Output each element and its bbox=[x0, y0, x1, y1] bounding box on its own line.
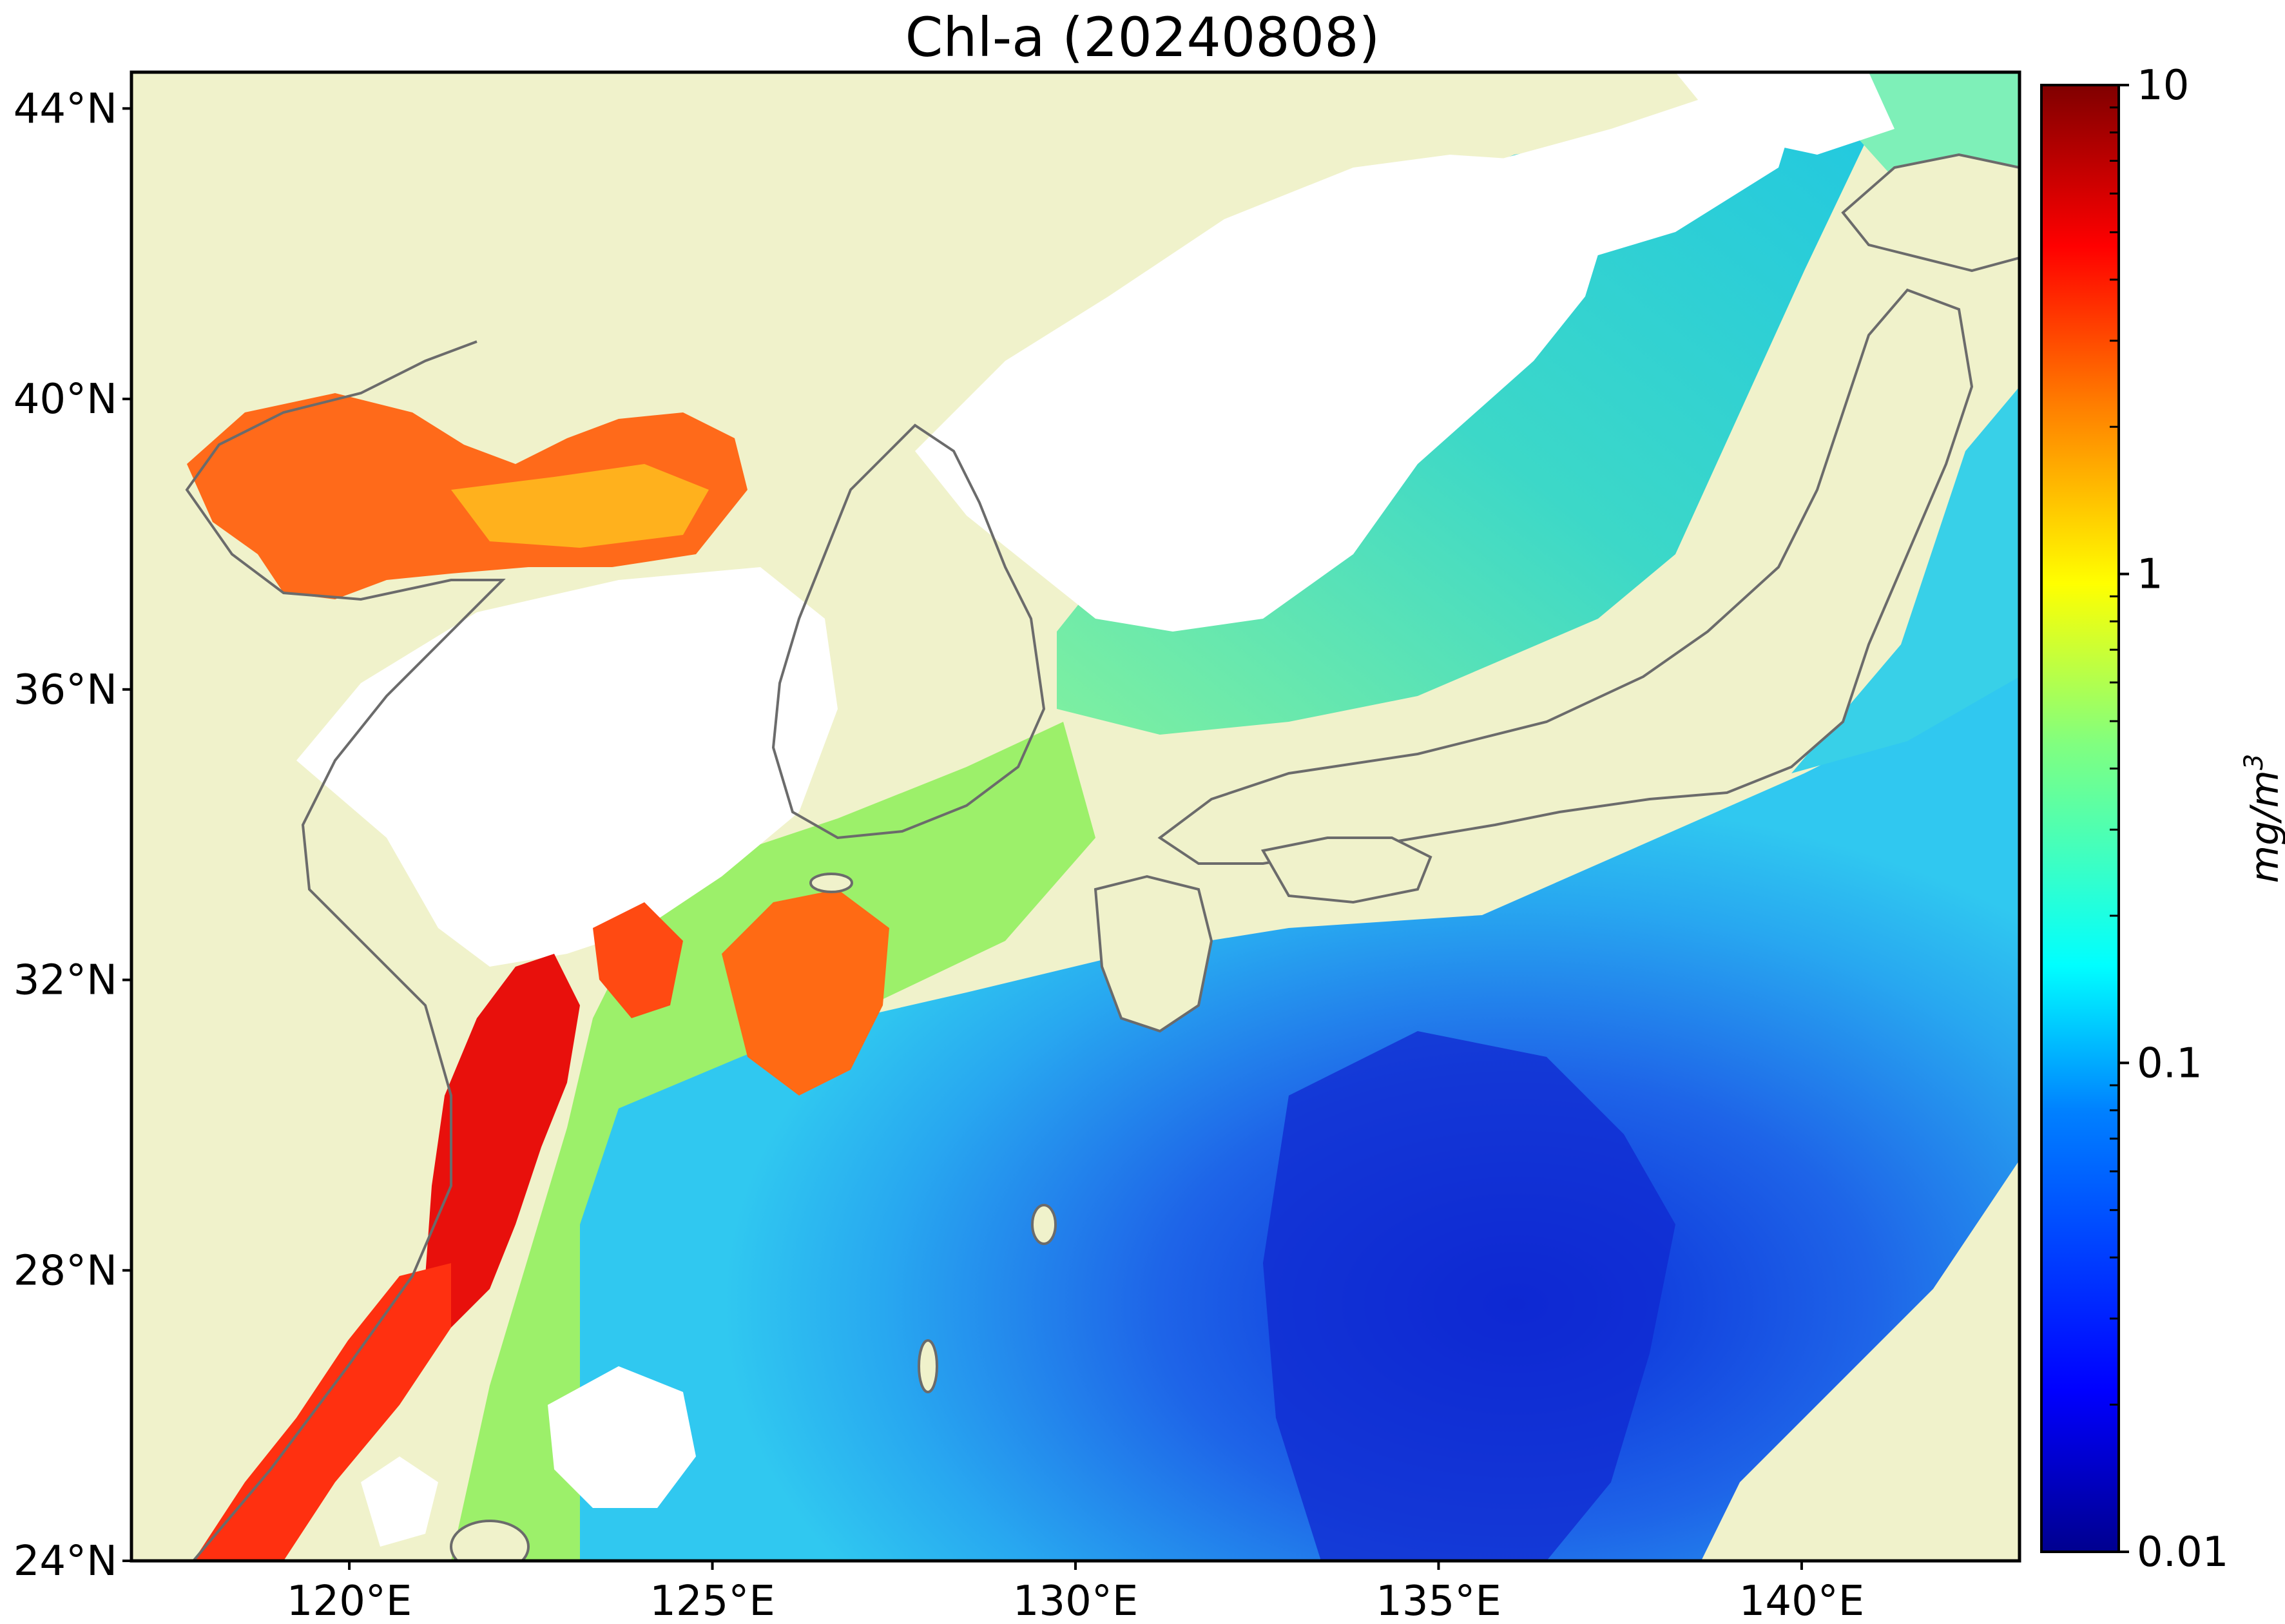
cloud-sea-of-japan-north bbox=[1366, 84, 1804, 271]
lat-tick-label: 28°N bbox=[14, 1247, 117, 1295]
island-okinawa bbox=[918, 1339, 938, 1393]
land-japan-kyushu bbox=[1094, 875, 1213, 1033]
cloud-south bbox=[548, 1366, 696, 1508]
colorbar-tick-label: 1 bbox=[2137, 551, 2163, 599]
cloud-southwest bbox=[361, 1456, 438, 1547]
ecs-offshore-bloom bbox=[722, 889, 889, 1096]
colorbar: 10 1 0.1 0.01 mg/m3 bbox=[2040, 62, 2285, 1576]
lat-tick-label: 36°N bbox=[14, 666, 117, 714]
colorbar-frame bbox=[2040, 84, 2120, 1553]
colorbar-tick-label: 0.1 bbox=[2137, 1039, 2203, 1087]
ocean-off-honshu bbox=[1791, 387, 2020, 773]
lon-tick-label: 120°E bbox=[287, 1578, 412, 1624]
colorbar-unit-label: mg/m3 bbox=[2239, 754, 2285, 884]
lat-tick-label: 24°N bbox=[14, 1538, 117, 1585]
colorbar-axis: 10 1 0.1 0.01 bbox=[2119, 62, 2229, 1576]
colorbar-gradient bbox=[2041, 85, 2119, 1552]
ocean-oligotrophic-core bbox=[1263, 1031, 1675, 1561]
cloud-yellow-sea bbox=[296, 567, 838, 967]
land-korea bbox=[771, 423, 1046, 840]
lon-tick-label: 125°E bbox=[650, 1578, 775, 1624]
latitude-axis: 44°N 40°N 36°N 32°N 28°N 24°N bbox=[14, 85, 131, 1585]
lon-tick-label: 130°E bbox=[1013, 1578, 1139, 1624]
colorbar-tick-label: 0.01 bbox=[2137, 1529, 2229, 1576]
land-hokkaido bbox=[1841, 153, 2020, 273]
colorbar-tick-label: 10 bbox=[2137, 62, 2189, 110]
island-amami bbox=[1031, 1204, 1057, 1245]
lat-tick-label: 32°N bbox=[14, 957, 117, 1005]
land-china-coast bbox=[185, 340, 506, 1561]
island-jeju bbox=[809, 873, 853, 893]
land-japan-honshu bbox=[1157, 288, 1974, 865]
lon-tick-label: 140°E bbox=[1739, 1578, 1865, 1624]
land-japan-shikoku bbox=[1260, 836, 1432, 904]
unit-superscript: 3 bbox=[2239, 754, 2269, 770]
yangtze-bloom bbox=[425, 954, 580, 1328]
lon-tick-label: 135°E bbox=[1376, 1578, 1501, 1624]
island-taiwan-tip bbox=[450, 1520, 530, 1561]
lat-tick-label: 40°N bbox=[14, 376, 117, 423]
figure-title: Chl-a (20240808) bbox=[905, 6, 1380, 69]
cloud-korea-north bbox=[915, 155, 1611, 632]
bohai-bloom-inner bbox=[451, 464, 709, 548]
lat-tick-label: 44°N bbox=[14, 85, 117, 133]
colorbar-minor-ticks bbox=[2110, 106, 2119, 1406]
ocean-east-china-sea bbox=[451, 722, 1095, 1561]
map-panel bbox=[131, 72, 2020, 1561]
longitude-axis: 120°E 125°E 130°E 135°E 140°E bbox=[287, 1561, 1864, 1624]
ecs-offshore-bloom-2 bbox=[593, 902, 683, 1018]
cloud-northeast bbox=[1675, 72, 1895, 155]
